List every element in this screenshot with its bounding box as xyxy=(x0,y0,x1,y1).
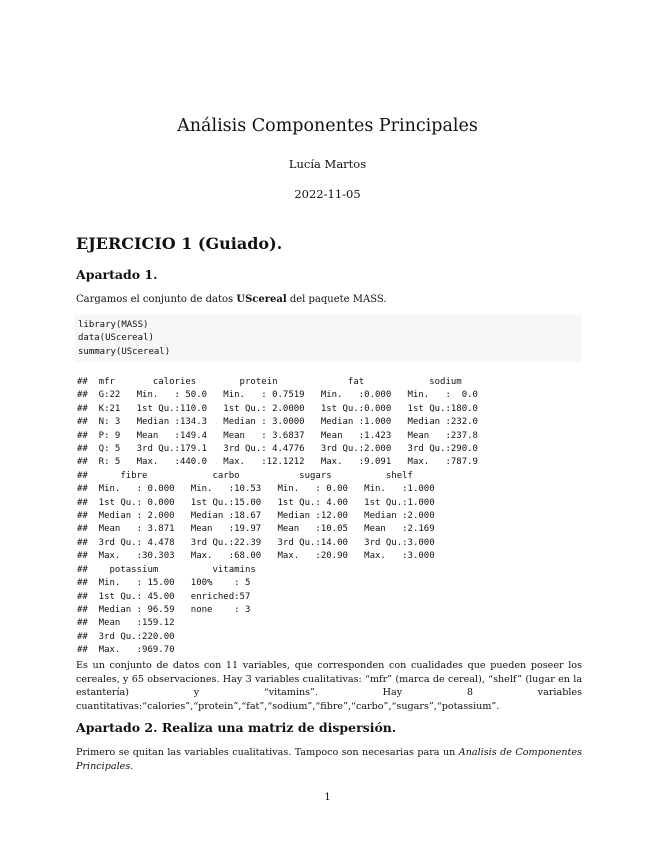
apartado2-paragraph: Primero se quitan las variables cualitat… xyxy=(76,746,582,773)
dataset-name: UScereal xyxy=(236,294,287,305)
page-number: 1 xyxy=(324,792,331,803)
code-block: library(MASS) data(UScereal) summary(USc… xyxy=(75,315,581,362)
output-line: ## Min. : 15.00 100% : 5 xyxy=(77,578,262,589)
output-line: ## Q: 5 3rd Qu.:179.1 3rd Qu.: 4.4776 3r… xyxy=(77,444,489,455)
date: 2022-11-05 xyxy=(294,187,361,201)
code-line: library(MASS) xyxy=(78,320,149,330)
code-line: data(UScereal) xyxy=(78,333,154,344)
output-line: ## 1st Qu.: 0.000 1st Qu.:15.00 1st Qu.:… xyxy=(77,497,446,508)
subsection-heading-1: Apartado 1. xyxy=(76,267,158,282)
output-line: ## 3rd Qu.:220.00 xyxy=(77,631,262,642)
output-line: ## potassium vitamins xyxy=(77,564,262,575)
output-line: ## 3rd Qu.: 4.478 3rd Qu.:22.39 3rd Qu.:… xyxy=(77,537,446,548)
author: Lucía Martos xyxy=(288,157,367,171)
output-line: ## Mean : 3.871 Mean :19.97 Mean :10.05 … xyxy=(77,524,446,535)
text: . xyxy=(130,760,134,772)
description-paragraph: Es un conjunto de datos con 11 variables… xyxy=(76,660,582,712)
output-line: ## P: 9 Mean :149.4 Mean : 3.6837 Mean :… xyxy=(77,430,489,441)
text: Primero se quitan las variables cualitat… xyxy=(76,747,459,758)
output-line: ## R: 5 Max. :440.0 Max. :12.1212 Max. :… xyxy=(77,457,489,468)
subsection-heading-2: Apartado 2. Realiza una matriz de disper… xyxy=(76,720,397,735)
output-line: ## Median : 2.000 Median :18.67 Median :… xyxy=(77,511,446,522)
output-line: ## mfr calories protein fat sodium xyxy=(77,377,489,387)
output-line: ## Max. :969.70 xyxy=(77,645,262,656)
output-line: ## Min. : 0.000 Min. :10.53 Min. : 0.00 … xyxy=(77,484,446,495)
italic-term: Analisis de Componentes Principales xyxy=(76,747,582,772)
section-heading: EJERCICIO 1 (Guiado). xyxy=(76,234,283,253)
output-line: ## fibre carbo sugars shelf xyxy=(77,470,446,481)
code-output: ## mfr calories protein fat sodium ## G:… xyxy=(77,376,489,658)
output-line: ## G:22 Min. : 50.0 Min. : 0.7519 Min. :… xyxy=(77,390,489,401)
code-line: summary(UScereal) xyxy=(78,346,171,357)
output-line: ## K:21 1st Qu.:110.0 1st Qu.: 2.0000 1s… xyxy=(77,403,489,414)
intro-paragraph: Cargamos el conjunto de datos UScereal d… xyxy=(76,294,387,305)
output-line: ## Max. :30.303 Max. :68.00 Max. :20.90 … xyxy=(77,551,446,562)
output-line: ## 1st Qu.: 45.00 enriched:57 xyxy=(77,591,262,602)
output-line: ## N: 3 Median :134.3 Median : 3.0000 Me… xyxy=(77,417,489,428)
document-title: Análisis Componentes Principales xyxy=(177,116,478,136)
output-line: ## Mean :159.12 xyxy=(77,618,262,629)
output-line: ## Median : 96.59 none : 3 xyxy=(77,604,262,615)
text: Cargamos el conjunto de datos xyxy=(76,294,237,305)
text: del paquete MASS. xyxy=(286,294,387,305)
